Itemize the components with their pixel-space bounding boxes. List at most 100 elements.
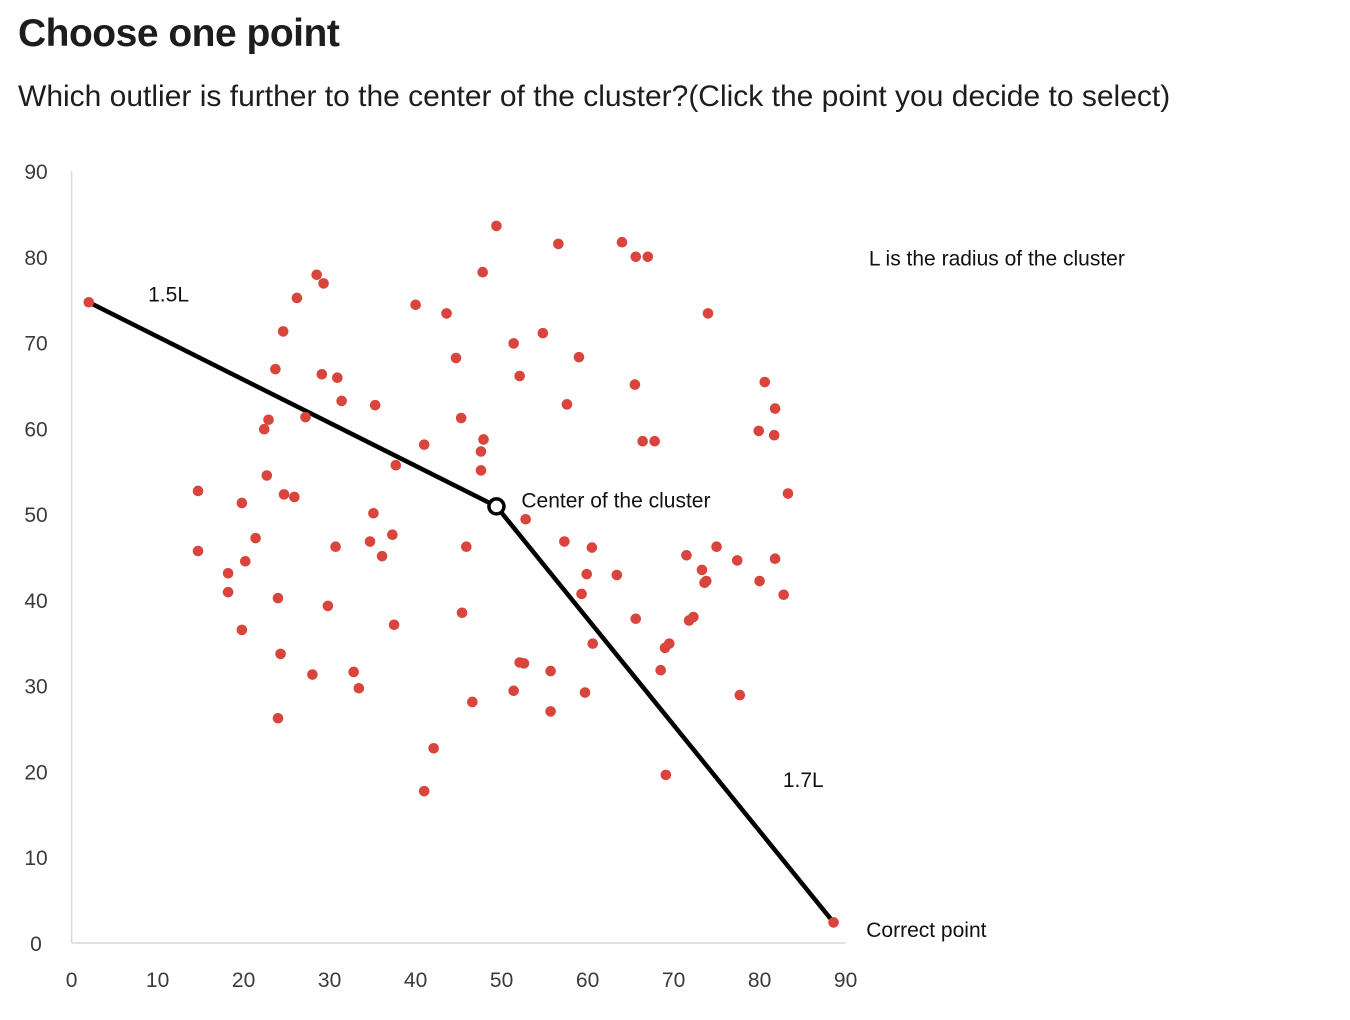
data-point[interactable] <box>336 395 347 407</box>
data-point[interactable] <box>418 439 430 450</box>
data-point[interactable] <box>475 446 487 457</box>
data-point[interactable] <box>278 489 290 500</box>
data-point[interactable] <box>307 669 318 680</box>
data-point[interactable] <box>545 706 556 717</box>
data-point[interactable] <box>369 399 381 411</box>
data-point[interactable] <box>769 553 781 565</box>
data-point[interactable] <box>520 513 531 525</box>
data-point[interactable] <box>291 292 303 304</box>
data-point[interactable] <box>699 577 710 589</box>
data-point[interactable] <box>332 372 343 384</box>
data-point[interactable] <box>514 370 525 382</box>
scatter-points[interactable] <box>83 220 839 928</box>
data-point[interactable] <box>828 917 839 928</box>
data-point[interactable] <box>754 575 765 587</box>
data-point[interactable] <box>759 376 771 388</box>
data-point[interactable] <box>630 251 642 263</box>
data-point[interactable] <box>272 712 284 724</box>
data-point[interactable] <box>456 607 468 619</box>
data-point[interactable] <box>579 687 591 698</box>
data-point[interactable] <box>277 326 289 337</box>
data-point[interactable] <box>364 536 376 547</box>
data-point[interactable] <box>508 338 519 349</box>
data-point[interactable] <box>348 666 359 678</box>
data-point[interactable] <box>778 589 789 601</box>
data-point[interactable] <box>390 459 402 471</box>
data-point[interactable] <box>655 664 666 676</box>
data-point[interactable] <box>428 742 439 754</box>
data-point[interactable] <box>734 689 746 701</box>
data-point[interactable] <box>275 648 286 660</box>
data-point[interactable] <box>316 368 328 380</box>
data-point[interactable] <box>702 308 714 319</box>
data-point[interactable] <box>461 541 472 553</box>
data-point[interactable] <box>318 278 329 289</box>
data-point[interactable] <box>630 613 642 625</box>
data-point[interactable] <box>491 220 502 232</box>
data-point[interactable] <box>576 588 587 600</box>
data-point[interactable] <box>616 236 628 248</box>
data-point[interactable] <box>629 379 641 390</box>
data-point[interactable] <box>330 541 341 553</box>
data-point[interactable] <box>537 327 549 339</box>
data-point[interactable] <box>387 529 398 540</box>
data-point[interactable] <box>518 658 530 669</box>
data-point[interactable] <box>642 251 654 263</box>
data-point[interactable] <box>289 491 300 503</box>
data-point[interactable] <box>192 485 204 497</box>
data-point[interactable] <box>272 592 284 604</box>
data-point[interactable] <box>388 619 400 631</box>
data-point[interactable] <box>561 399 573 410</box>
data-point[interactable] <box>368 507 379 519</box>
data-point[interactable] <box>637 435 648 447</box>
data-point[interactable] <box>450 352 462 364</box>
data-point[interactable] <box>611 569 623 581</box>
chart-annotation: Center of the cluster <box>521 489 710 512</box>
data-point[interactable] <box>769 403 781 414</box>
data-point[interactable] <box>192 545 204 557</box>
data-point[interactable] <box>236 624 248 636</box>
data-point[interactable] <box>586 542 598 553</box>
data-point[interactable] <box>768 429 780 441</box>
data-point[interactable] <box>545 665 556 677</box>
data-point[interactable] <box>553 238 564 250</box>
data-point[interactable] <box>782 488 794 499</box>
data-point[interactable] <box>731 555 743 566</box>
data-point[interactable] <box>353 682 365 694</box>
data-point[interactable] <box>236 497 248 509</box>
data-point[interactable] <box>270 363 281 375</box>
data-point[interactable] <box>455 412 467 424</box>
data-point[interactable] <box>311 269 323 281</box>
data-point[interactable] <box>587 638 599 649</box>
data-point[interactable] <box>222 567 234 579</box>
data-point[interactable] <box>467 696 478 708</box>
data-point[interactable] <box>683 615 695 626</box>
data-point[interactable] <box>261 470 273 481</box>
data-point[interactable] <box>322 600 334 612</box>
data-point[interactable] <box>508 685 519 697</box>
data-point[interactable] <box>300 411 311 423</box>
data-point[interactable] <box>681 549 692 561</box>
data-point[interactable] <box>753 425 765 437</box>
data-point[interactable] <box>660 769 672 781</box>
data-point[interactable] <box>258 423 270 435</box>
data-point[interactable] <box>250 532 261 544</box>
data-point[interactable] <box>581 568 593 580</box>
data-point[interactable] <box>659 642 671 654</box>
data-point[interactable] <box>559 536 570 547</box>
data-point[interactable] <box>573 351 585 363</box>
data-point[interactable] <box>696 564 708 576</box>
data-point[interactable] <box>418 785 430 797</box>
data-point[interactable] <box>222 586 234 598</box>
data-point[interactable] <box>410 299 421 311</box>
data-point[interactable] <box>649 435 660 447</box>
data-point[interactable] <box>475 465 487 476</box>
data-point[interactable] <box>240 555 251 567</box>
data-point[interactable] <box>83 296 95 308</box>
data-point[interactable] <box>263 414 274 426</box>
data-point[interactable] <box>478 434 489 445</box>
data-point[interactable] <box>477 266 488 278</box>
data-point[interactable] <box>711 541 722 553</box>
data-point[interactable] <box>376 550 388 562</box>
data-point[interactable] <box>441 308 452 319</box>
